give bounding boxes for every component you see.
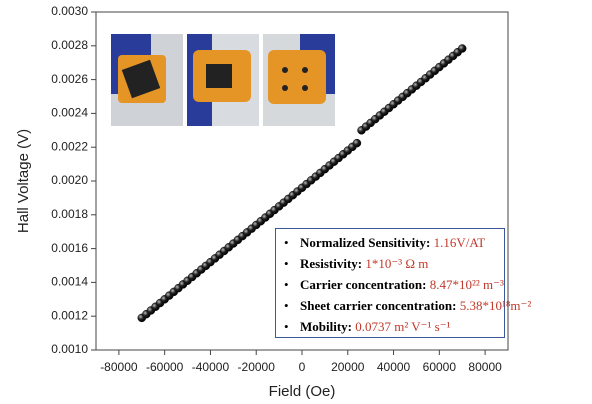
info-label: Sheet carrier concentration:: [300, 298, 456, 313]
y-tick-label: 0.0022: [51, 139, 88, 153]
y-tick-label: 0.0024: [51, 106, 88, 120]
x-tick-label: 0: [299, 360, 306, 374]
y-tick-label: 0.0010: [51, 342, 88, 356]
info-row: •Mobility: 0.0737 m² V⁻¹ s⁻¹: [284, 316, 504, 337]
y-tick-label: 0.0018: [51, 207, 88, 221]
x-tick-label: 40000: [377, 360, 411, 374]
inset-photos: [111, 34, 335, 126]
info-value: 8.47*10²² m⁻³: [430, 277, 504, 292]
info-label: Mobility:: [300, 319, 352, 334]
data-point: [458, 45, 466, 53]
info-row: •Sheet carrier concentration: 5.38*10¹⁸m…: [284, 295, 504, 316]
info-label: Resistivity:: [300, 256, 362, 271]
info-value: 5.38*10¹⁸m⁻²: [460, 298, 532, 313]
x-tick-label: -80000: [100, 360, 138, 374]
x-tick-label: 60000: [423, 360, 457, 374]
info-value: 1*10⁻³ Ω m: [365, 256, 428, 271]
x-tick-label: 80000: [468, 360, 502, 374]
data-point: [353, 139, 361, 147]
y-tick-label: 0.0012: [51, 308, 88, 322]
bullet: •: [284, 295, 300, 316]
bullet: •: [284, 253, 300, 274]
y-tick-label: 0.0030: [51, 4, 88, 18]
info-label: Normalized Sensitivity:: [300, 235, 430, 250]
info-row: •Carrier concentration: 8.47*10²² m⁻³: [284, 274, 504, 295]
bullet: •: [284, 274, 300, 295]
page: {"chart_data": {"type": "scatter", "xlab…: [0, 0, 592, 404]
info-row: •Resistivity: 1*10⁻³ Ω m: [284, 253, 504, 274]
x-tick-label: -40000: [192, 360, 230, 374]
info-value: 1.16V/AT: [434, 235, 486, 250]
bullet: •: [284, 232, 300, 253]
x-axis-title: Field (Oe): [269, 383, 336, 400]
bullet: •: [284, 316, 300, 337]
info-label: Carrier concentration:: [300, 277, 426, 292]
x-tick-label: -20000: [238, 360, 276, 374]
y-tick-label: 0.0026: [51, 72, 88, 86]
info-box: •Normalized Sensitivity: 1.16V/AT•Resist…: [275, 228, 505, 338]
x-tick-label: -60000: [146, 360, 184, 374]
x-tick-label: 20000: [331, 360, 365, 374]
info-value: 0.0737 m² V⁻¹ s⁻¹: [355, 319, 450, 334]
y-tick-label: 0.0028: [51, 38, 88, 52]
chart: Hall Voltage (V) Field (Oe) 0.0010 0.0012…: [0, 0, 592, 404]
info-row: •Normalized Sensitivity: 1.16V/AT: [284, 232, 504, 253]
y-tick-label: 0.0014: [51, 275, 88, 289]
y-tick-label: 0.0016: [51, 241, 88, 255]
y-tick-label: 0.0020: [51, 173, 88, 187]
y-axis-title: Hall Voltage (V): [15, 129, 32, 233]
